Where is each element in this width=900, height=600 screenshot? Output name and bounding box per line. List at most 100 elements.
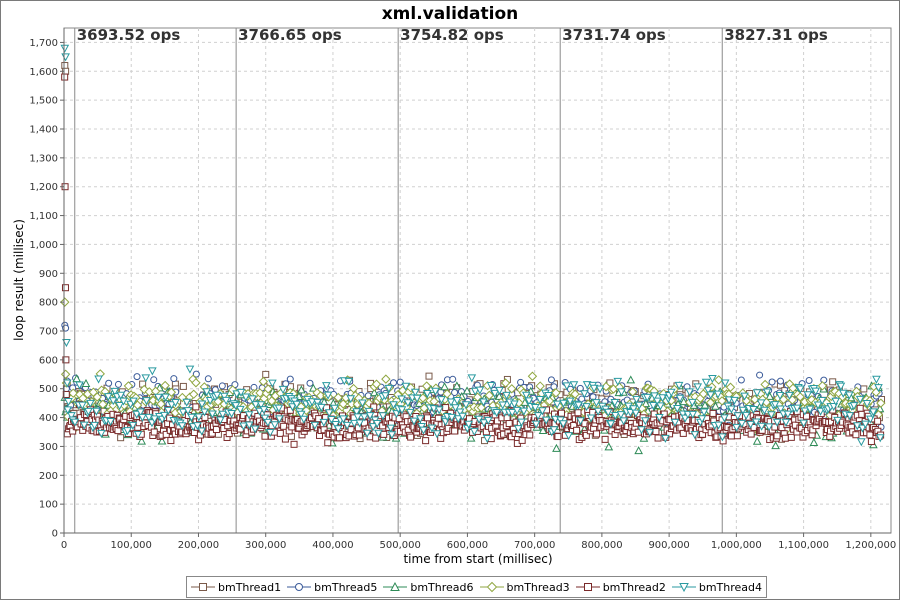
data-point xyxy=(733,412,743,421)
data-point xyxy=(75,381,84,390)
data-point xyxy=(709,409,717,417)
data-point xyxy=(251,401,260,410)
data-point xyxy=(260,414,270,423)
data-point xyxy=(270,421,280,430)
data-point xyxy=(154,393,163,402)
data-point xyxy=(263,418,273,427)
data-point xyxy=(431,387,440,396)
data-point xyxy=(626,375,636,384)
data-point xyxy=(415,415,425,424)
data-point xyxy=(114,380,122,388)
data-point xyxy=(559,399,568,408)
data-point xyxy=(432,430,442,439)
data-point xyxy=(518,436,526,444)
legend-swatch xyxy=(287,583,312,591)
data-point xyxy=(389,401,398,410)
data-point xyxy=(268,379,277,388)
data-point xyxy=(836,382,846,391)
data-point xyxy=(756,399,766,408)
data-point xyxy=(221,396,231,405)
data-point xyxy=(235,405,245,414)
data-point xyxy=(244,421,254,430)
data-point xyxy=(569,381,579,390)
data-point xyxy=(278,385,288,394)
data-point xyxy=(733,432,741,440)
data-point xyxy=(362,429,372,438)
data-point xyxy=(785,391,794,400)
data-point xyxy=(296,410,306,419)
data-point xyxy=(700,400,710,409)
data-point xyxy=(535,396,545,405)
data-point xyxy=(565,397,575,406)
data-point xyxy=(631,409,641,418)
data-point xyxy=(685,388,694,397)
data-point xyxy=(862,400,872,409)
data-point xyxy=(799,419,808,428)
data-point xyxy=(422,390,432,399)
data-point xyxy=(688,398,697,407)
data-point xyxy=(115,402,124,411)
data-point xyxy=(390,581,401,591)
x-tick-label: 400,000 xyxy=(312,540,353,551)
data-point xyxy=(286,406,294,414)
data-point xyxy=(674,381,684,390)
data-point xyxy=(282,380,290,388)
data-point xyxy=(452,381,462,390)
data-point xyxy=(449,375,457,383)
x-tick-label: 100,000 xyxy=(111,540,152,551)
data-point xyxy=(123,381,134,391)
legend-label: bmThread5 xyxy=(314,580,378,594)
data-point xyxy=(179,382,187,390)
data-point xyxy=(552,400,562,409)
data-point xyxy=(466,433,476,442)
data-point xyxy=(776,377,784,385)
data-point xyxy=(507,384,517,394)
data-point xyxy=(258,376,269,387)
data-point xyxy=(461,401,471,410)
data-point xyxy=(330,404,339,413)
data-point xyxy=(324,409,334,418)
data-point xyxy=(425,372,433,380)
data-point xyxy=(81,378,91,387)
data-point xyxy=(654,434,662,442)
data-point xyxy=(320,426,328,434)
data-point xyxy=(626,409,635,418)
legend-swatch xyxy=(383,581,408,591)
data-point xyxy=(475,386,485,395)
data-point xyxy=(750,394,760,405)
data-point xyxy=(652,428,660,436)
data-point xyxy=(280,422,288,430)
y-tick-label: 1,300 xyxy=(29,153,58,164)
data-point xyxy=(160,380,170,391)
data-point xyxy=(727,405,736,414)
data-point xyxy=(259,406,269,415)
data-point xyxy=(167,437,175,445)
data-point xyxy=(68,388,78,398)
data-point xyxy=(874,384,883,393)
data-point xyxy=(94,375,103,384)
data-point xyxy=(189,389,199,399)
data-point xyxy=(876,398,886,408)
data-point xyxy=(805,376,813,384)
data-point xyxy=(773,432,781,440)
data-point xyxy=(410,388,420,397)
data-point xyxy=(521,391,531,400)
data-point xyxy=(531,420,541,429)
data-point xyxy=(177,422,187,431)
data-point xyxy=(747,430,755,438)
data-point xyxy=(640,417,650,426)
data-point xyxy=(817,397,827,406)
data-point xyxy=(679,583,689,593)
data-point xyxy=(150,428,158,436)
phase-markers: 3693.52 ops 3766.65 ops 3754.82 ops 3731.74… xyxy=(74,26,828,533)
data-point xyxy=(844,391,854,400)
data-point xyxy=(374,429,383,438)
data-point xyxy=(458,412,467,421)
data-point xyxy=(756,371,764,379)
data-point xyxy=(648,402,658,411)
data-point xyxy=(573,426,581,434)
legend-swatch xyxy=(191,583,215,591)
y-tick-label: 1,600 xyxy=(29,67,58,78)
data-point xyxy=(157,436,167,445)
data-point xyxy=(713,375,724,385)
